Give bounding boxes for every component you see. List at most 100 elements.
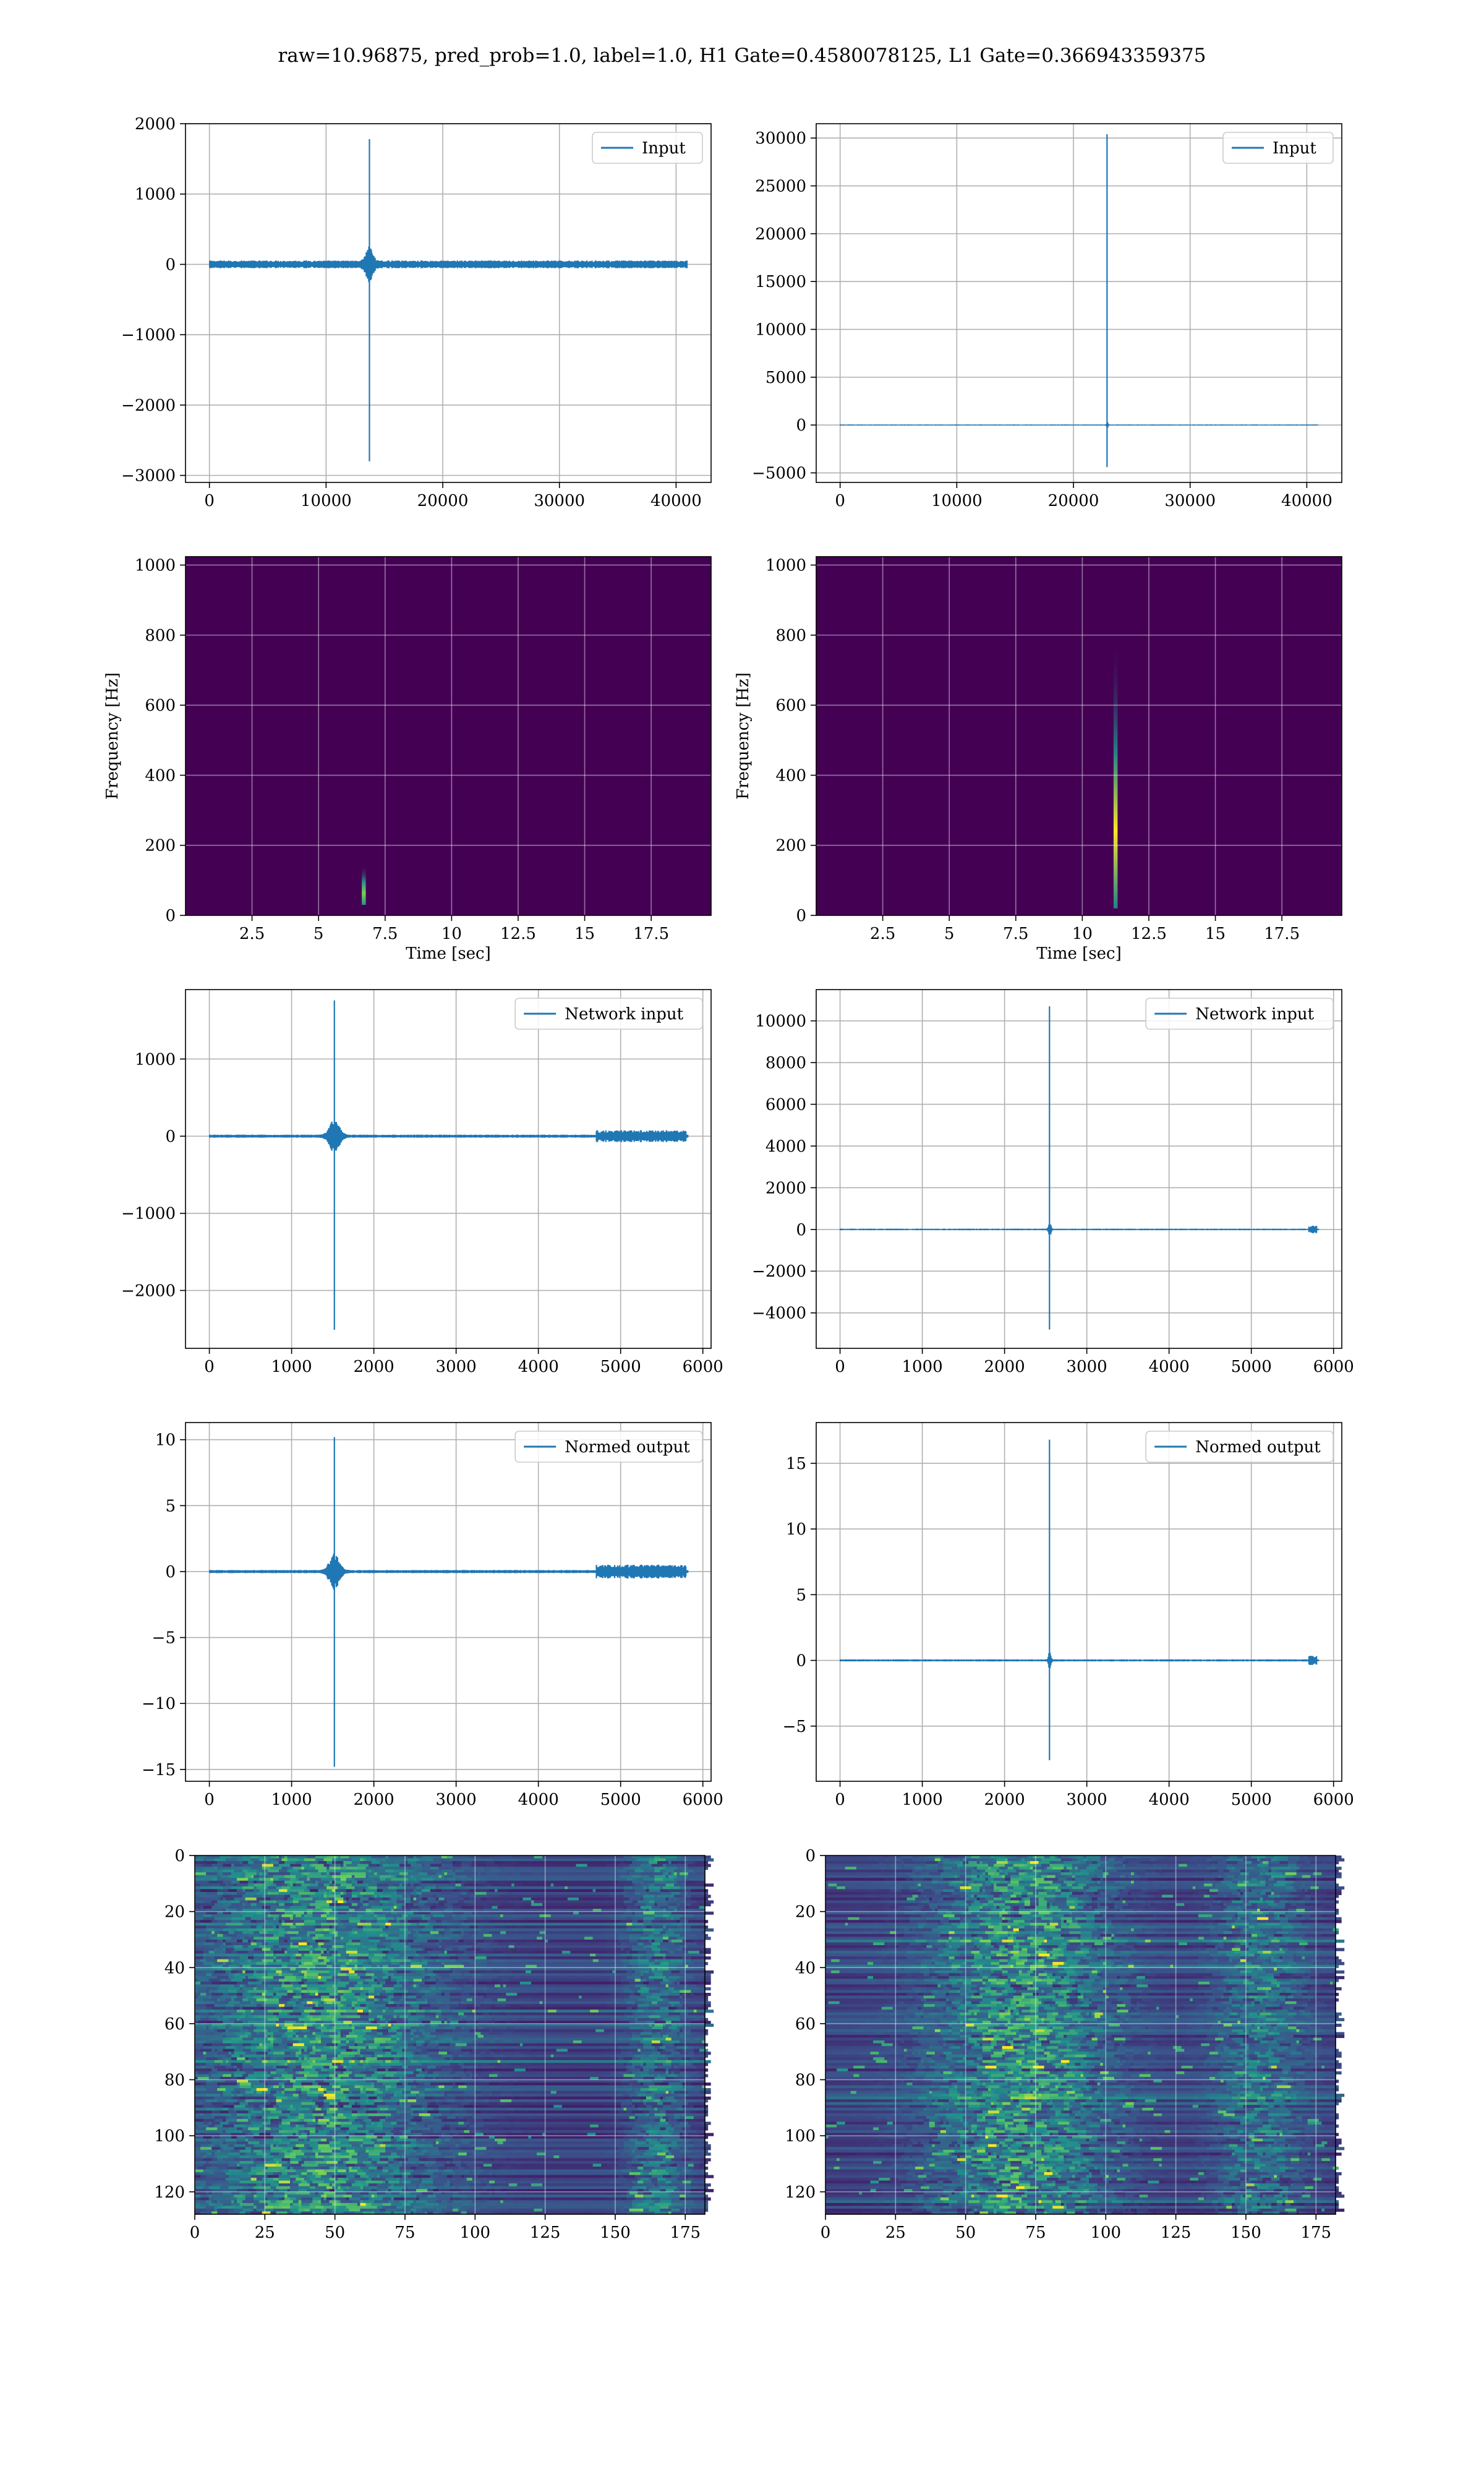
- feature-map-cell: [469, 1920, 475, 1924]
- feature-map-cell: [385, 1867, 397, 1870]
- feature-map-cell: [612, 1956, 616, 1960]
- feature-map-cell: [446, 1900, 459, 1904]
- x-tick-label: 5: [313, 925, 324, 943]
- feature-map-cell: [584, 1973, 591, 1977]
- feature-map-cell: [343, 2026, 352, 2030]
- feature-map-cell: [338, 1856, 341, 1859]
- feature-map-cell: [377, 1948, 380, 1951]
- feature-map-cell: [598, 1953, 602, 1957]
- panel-l1-network-input: 0 1000 2000 3000 4000 5000 6000−4000−200002000…: [752, 989, 1354, 1376]
- feature-map-cell: [307, 1979, 319, 1982]
- feature-map-cell: [402, 2029, 406, 2033]
- feature-map-cell: [553, 2021, 557, 2024]
- feature-map-cell: [472, 1889, 479, 1893]
- feature-map-cell: [488, 1945, 495, 1949]
- feature-map-cell: [632, 1967, 641, 1971]
- y-tick-label: 10: [155, 1431, 176, 1450]
- feature-map-cell: [382, 1928, 389, 1932]
- feature-map-cell: [236, 1891, 246, 1896]
- feature-map-cell: [338, 1911, 347, 1915]
- legend: Input: [1222, 132, 1334, 164]
- x-tick-label: 15: [1205, 925, 1226, 943]
- feature-map-cell: [382, 1864, 389, 1867]
- feature-map-cell: [603, 1867, 613, 1870]
- feature-map-cell: [514, 1951, 518, 1954]
- feature-map-cell: [388, 1872, 400, 1876]
- feature-map-cell: [598, 1891, 605, 1896]
- feature-map-cell: [514, 1995, 523, 1999]
- feature-map-cell: [360, 1995, 367, 1999]
- feature-map-cell: [638, 1962, 644, 1966]
- feature-map-cell: [351, 1959, 358, 1963]
- feature-map-cell: [206, 1975, 218, 1979]
- feature-map-cell: [475, 1858, 487, 1862]
- feature-map-cell: [435, 1951, 442, 1954]
- feature-map-cell: [488, 2010, 501, 2013]
- feature-map-cell: [514, 1942, 526, 1946]
- feature-map-cell: [508, 1889, 521, 1893]
- y-tick-label: 800: [145, 627, 176, 645]
- y-tick-label: 5000: [765, 369, 806, 387]
- feature-map-cell: [338, 1959, 349, 1963]
- feature-map-cell: [559, 1889, 563, 1893]
- feature-map-cell: [223, 1962, 226, 1966]
- feature-map-cell: [254, 1937, 263, 1940]
- feature-map-cell: [550, 1928, 554, 1932]
- feature-map-cell: [542, 1917, 552, 1920]
- feature-map-cell: [424, 1956, 431, 1960]
- feature-map-cell: [483, 1917, 490, 1920]
- feature-map-cell: [643, 1962, 655, 1966]
- feature-map-cell: [517, 1933, 529, 1938]
- feature-map-cell: [307, 1864, 310, 1867]
- feature-map-cell: [506, 2006, 510, 2010]
- feature-map-cell: [195, 2006, 207, 2010]
- feature-map-cell: [480, 2023, 490, 2027]
- feature-map-cell: [290, 1883, 294, 1887]
- feature-map-cell: [550, 1903, 563, 1907]
- feature-map-cell: [497, 1891, 506, 1896]
- feature-map-cell: [320, 1945, 333, 1949]
- feature-map-cell: [685, 1975, 694, 1979]
- feature-map-cell: [220, 1956, 229, 1960]
- feature-map-cell: [676, 1897, 686, 1901]
- feature-map-cell: [416, 1891, 422, 1896]
- feature-map-cell: [393, 2010, 406, 2013]
- feature-map-cell: [433, 1925, 442, 1929]
- x-tick-label: 20000: [1048, 492, 1099, 510]
- feature-map-cell: [236, 2018, 241, 2021]
- feature-map-cell: [357, 2015, 361, 2019]
- feature-map-cell: [203, 2026, 207, 2030]
- feature-map-cell: [517, 1931, 529, 1935]
- feature-map-cell: [702, 2001, 711, 2005]
- feature-map-cell: [197, 1987, 207, 1991]
- feature-map-cell: [592, 1889, 596, 1893]
- feature-map-cell: [466, 2006, 479, 2010]
- feature-map-cell: [691, 1925, 700, 1929]
- feature-map-cell: [663, 1906, 669, 1909]
- feature-map-cell: [424, 1970, 433, 1974]
- feature-map-cell: [503, 1948, 512, 1951]
- feature-map-cell: [475, 1939, 479, 1943]
- feature-map-cell: [548, 1967, 554, 1971]
- feature-map-cell: [441, 1861, 453, 1865]
- feature-map-cell: [534, 1917, 543, 1920]
- feature-map-cell: [702, 2021, 711, 2024]
- feature-map-cell: [531, 1928, 537, 1932]
- feature-map-cell: [214, 1945, 221, 1949]
- feature-map-cell: [208, 2018, 218, 2021]
- feature-map-cell: [435, 1973, 439, 1977]
- feature-map-cell: [528, 1867, 540, 1870]
- feature-map-cell: [262, 1970, 268, 1974]
- feature-map-cell: [693, 1973, 703, 1977]
- feature-map-cell: [651, 1920, 661, 1924]
- feature-map-cell: [377, 2021, 386, 2024]
- feature-map-cell: [592, 1995, 596, 1999]
- feature-map-cell: [483, 2004, 487, 2008]
- feature-map-cell: [691, 1920, 703, 1924]
- feature-map-cell: [466, 2018, 479, 2021]
- feature-map-cell: [668, 1948, 678, 1951]
- feature-map-cell: [413, 1970, 417, 1974]
- feature-map-cell: [435, 1993, 442, 1997]
- feature-map-cell: [242, 1970, 246, 1974]
- feature-map-cell: [472, 1856, 481, 1859]
